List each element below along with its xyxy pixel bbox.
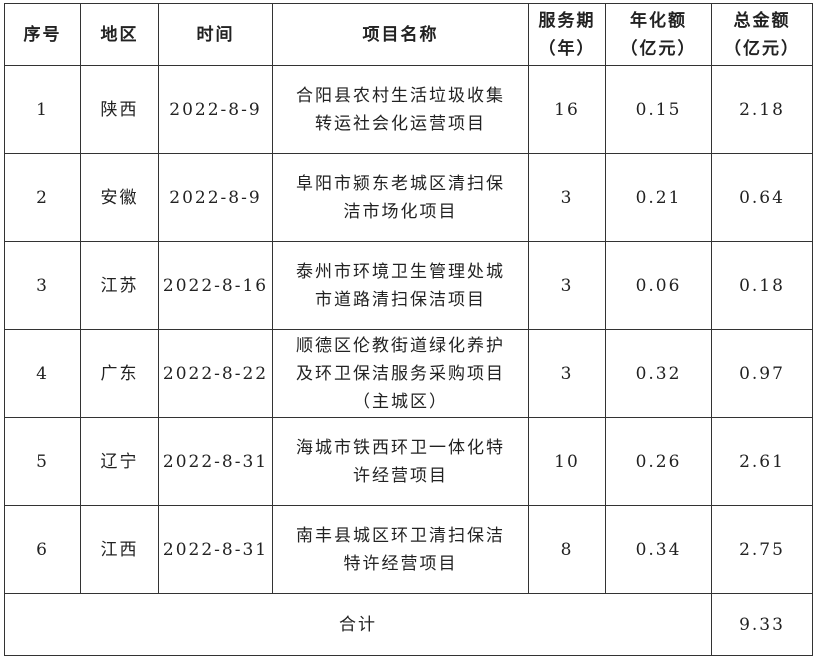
cell-name: 阜阳市颍东老城区清扫保洁市场化项目 bbox=[272, 153, 529, 242]
header-name: 项目名称 bbox=[272, 3, 529, 66]
table-row: 5 辽宁 2022-8-31 海城市铁西环卫一体化特许经营项目 10 0.26 2.61 bbox=[4, 417, 813, 506]
cell-total: 2.75 bbox=[711, 505, 813, 594]
header-row: 序号 地区 时间 项目名称 服务期 （年） 年化额 （亿元） 总金额 （亿元） bbox=[4, 3, 813, 66]
header-total-l1: 总金额 bbox=[733, 10, 791, 31]
cell-date: 2022-8-9 bbox=[158, 153, 273, 242]
cell-region: 辽宁 bbox=[80, 417, 159, 506]
cell-annual: 0.15 bbox=[605, 65, 712, 154]
table-row: 6 江西 2022-8-31 南丰县城区环卫清扫保洁特许经营项目 8 0.34 2.75 bbox=[4, 505, 813, 594]
cell-no: 5 bbox=[4, 417, 81, 506]
cell-date: 2022-8-16 bbox=[158, 241, 273, 330]
cell-no: 1 bbox=[4, 65, 81, 154]
cell-total: 2.18 bbox=[711, 65, 813, 154]
cell-no: 4 bbox=[4, 329, 81, 418]
footer-label: 合计 bbox=[4, 593, 712, 656]
cell-annual: 0.32 bbox=[605, 329, 712, 418]
cell-years: 10 bbox=[528, 417, 606, 506]
projects-table: 序号 地区 时间 项目名称 服务期 （年） 年化额 （亿元） 总金额 （亿元） 1 陕西… bbox=[4, 3, 813, 656]
footer-total: 9.33 bbox=[711, 593, 813, 656]
cell-total: 0.18 bbox=[711, 241, 813, 330]
cell-name: 南丰县城区环卫清扫保洁特许经营项目 bbox=[272, 505, 529, 594]
cell-region: 江西 bbox=[80, 505, 159, 594]
cell-name: 顺德区伦教街道绿化养护及环卫保洁服务采购项目（主城区） bbox=[272, 329, 529, 418]
table-row: 2 安徽 2022-8-9 阜阳市颍东老城区清扫保洁市场化项目 3 0.21 0.64 bbox=[4, 153, 813, 242]
header-total-l2: （亿元） bbox=[724, 38, 800, 59]
cell-date: 2022-8-22 bbox=[158, 329, 273, 418]
cell-total: 0.97 bbox=[711, 329, 813, 418]
cell-date: 2022-8-9 bbox=[158, 65, 273, 154]
cell-no: 2 bbox=[4, 153, 81, 242]
header-total: 总金额 （亿元） bbox=[711, 3, 813, 66]
header-date: 时间 bbox=[158, 3, 273, 66]
cell-annual: 0.26 bbox=[605, 417, 712, 506]
cell-region: 安徽 bbox=[80, 153, 159, 242]
table-row: 1 陕西 2022-8-9 合阳县农村生活垃圾收集转运社会化运营项目 16 0.15 2.1… bbox=[4, 65, 813, 154]
cell-no: 3 bbox=[4, 241, 81, 330]
cell-region: 广东 bbox=[80, 329, 159, 418]
cell-name: 泰州市环境卫生管理处城市道路清扫保洁项目 bbox=[272, 241, 529, 330]
cell-annual: 0.34 bbox=[605, 505, 712, 594]
header-annual-l1: 年化额 bbox=[630, 10, 687, 31]
table-row: 4 广东 2022-8-22 顺德区伦教街道绿化养护及环卫保洁服务采购项目（主城区） 3… bbox=[4, 329, 813, 418]
cell-date: 2022-8-31 bbox=[158, 505, 273, 594]
header-annual-l2: （亿元） bbox=[620, 38, 697, 59]
cell-years: 16 bbox=[528, 65, 606, 154]
cell-name: 海城市铁西环卫一体化特许经营项目 bbox=[272, 417, 529, 506]
header-annual: 年化额 （亿元） bbox=[605, 3, 712, 66]
cell-years: 8 bbox=[528, 505, 606, 594]
cell-annual: 0.06 bbox=[605, 241, 712, 330]
cell-region: 陕西 bbox=[80, 65, 159, 154]
cell-years: 3 bbox=[528, 241, 606, 330]
cell-no: 6 bbox=[4, 505, 81, 594]
cell-years: 3 bbox=[528, 153, 606, 242]
header-service: 服务期 （年） bbox=[528, 3, 606, 66]
table-row: 3 江苏 2022-8-16 泰州市环境卫生管理处城市道路清扫保洁项目 3 0.06 0.1… bbox=[4, 241, 813, 330]
cell-total: 0.64 bbox=[711, 153, 813, 242]
footer-row: 合计 9.33 bbox=[4, 593, 813, 656]
cell-annual: 0.21 bbox=[605, 153, 712, 242]
cell-name: 合阳县农村生活垃圾收集转运社会化运营项目 bbox=[272, 65, 529, 154]
cell-region: 江苏 bbox=[80, 241, 159, 330]
cell-total: 2.61 bbox=[711, 417, 813, 506]
header-service-l2: （年） bbox=[538, 38, 596, 59]
header-no: 序号 bbox=[4, 3, 81, 66]
cell-years: 3 bbox=[528, 329, 606, 418]
header-service-l1: 服务期 bbox=[538, 10, 596, 31]
header-region: 地区 bbox=[80, 3, 159, 66]
cell-date: 2022-8-31 bbox=[158, 417, 273, 506]
